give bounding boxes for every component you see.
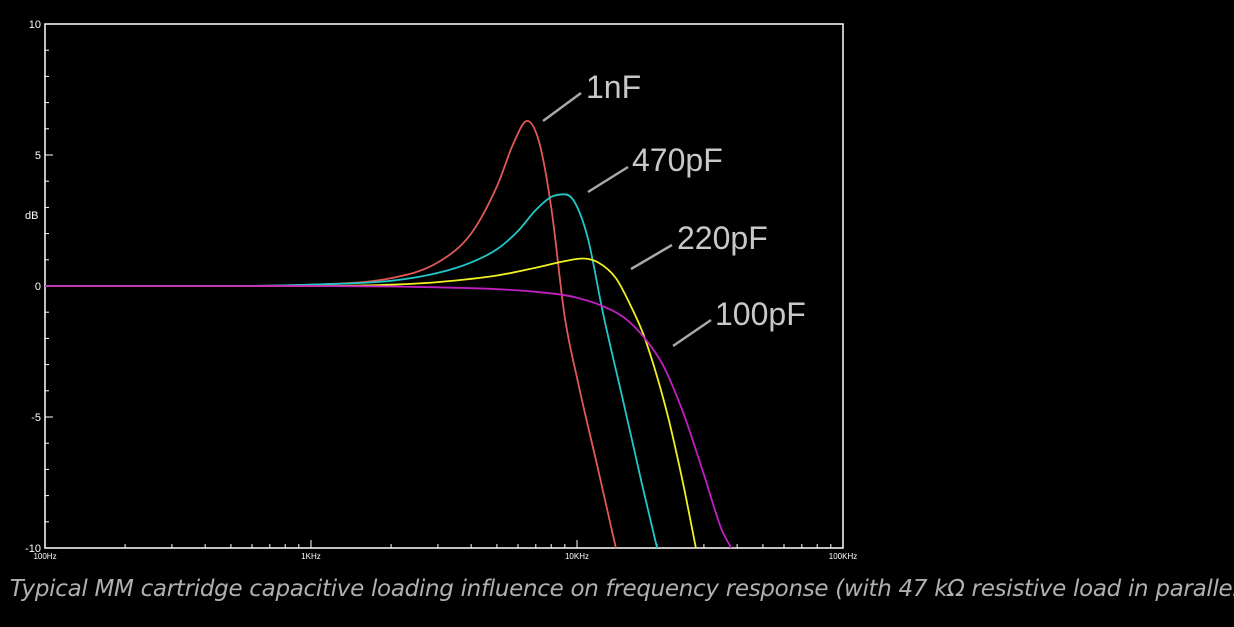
leader-line — [630, 243, 673, 271]
series-label-470pF: 470pF — [632, 142, 723, 178]
x-tick-label: 1KHz — [301, 552, 321, 561]
leader-line — [542, 91, 582, 123]
figure-caption: Typical MM cartridge capacitive loading … — [9, 576, 1234, 602]
x-tick-label: 100Hz — [33, 552, 56, 561]
x-tick-label: 100KHz — [829, 552, 857, 561]
series-line-470pF — [44, 193, 658, 549]
leader-line — [587, 165, 629, 194]
series-labels: 1nF 470pF 220pF 100pF — [542, 69, 806, 348]
series-label-220pF: 220pF — [677, 220, 768, 256]
y-axis: 10 5 0 -5 -10 — [25, 19, 53, 555]
series-label-100pF: 100pF — [715, 296, 806, 332]
y-tick-label: -5 — [31, 412, 41, 424]
y-tick-label: 0 — [35, 281, 41, 293]
leader-line — [672, 318, 712, 348]
x-tick-label: 10KHz — [565, 552, 589, 561]
x-axis: 100Hz 1KHz 10KHz 100KHz — [33, 540, 857, 561]
y-tick-label: -10 — [25, 543, 41, 555]
series-line-100pF — [44, 285, 733, 549]
y-tick-label: 10 — [29, 19, 41, 31]
series-label-1nF: 1nF — [586, 69, 641, 105]
y-axis-label: dB — [25, 210, 38, 222]
series-lines — [44, 119, 733, 549]
y-tick-label: 5 — [35, 150, 41, 162]
